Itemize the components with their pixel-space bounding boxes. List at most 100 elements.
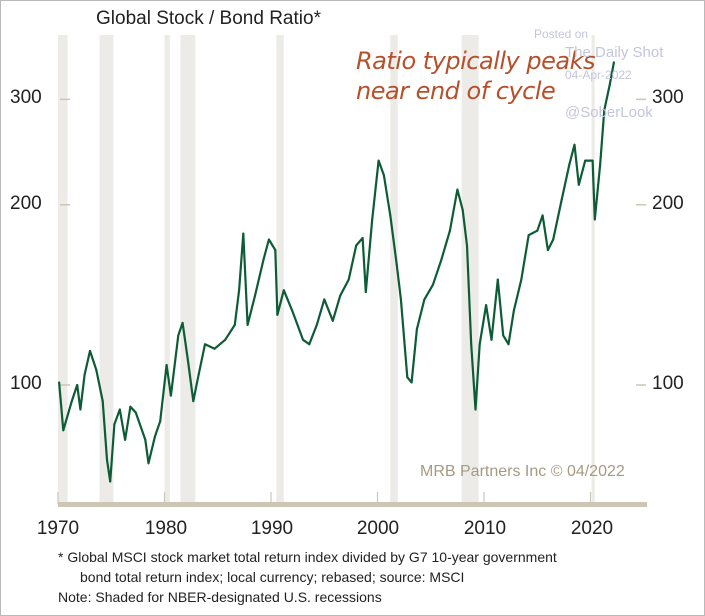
data-point [165, 364, 168, 366]
y-tick-label-left-200: 200 [10, 193, 42, 214]
y-tick-label-left-100: 100 [10, 373, 42, 394]
data-point [371, 218, 374, 221]
data-point [76, 384, 79, 386]
data-point [129, 405, 132, 408]
watermark-posted-on: Posted on [534, 27, 589, 41]
data-point [568, 164, 571, 167]
data-point [536, 229, 539, 232]
x-axis-bar [58, 502, 647, 507]
data-point [461, 209, 464, 211]
recession-band [99, 35, 114, 504]
data-point [95, 368, 98, 371]
watermark-handle: @SoberLook [565, 104, 653, 121]
data-point [546, 249, 549, 252]
data-point [106, 458, 108, 461]
data-point [502, 334, 505, 337]
data-point [177, 334, 180, 337]
data-point [448, 229, 451, 232]
data-point [355, 244, 358, 247]
x-tick-label-2000: 2000 [356, 518, 400, 539]
data-point [591, 159, 594, 162]
watermark-site: The Daily Shot [565, 44, 664, 61]
data-point [242, 232, 245, 235]
data-point [474, 408, 477, 411]
data-point [89, 349, 91, 352]
data-point [144, 438, 147, 441]
footnote-line-3: Note: Shaded for NBER-designated U.S. re… [58, 589, 382, 605]
footnote-line-2: bond total return index; local currency;… [80, 569, 465, 585]
data-point [415, 328, 418, 331]
recession-band [164, 35, 170, 504]
recession-bands [58, 35, 595, 504]
recession-band [180, 35, 196, 504]
data-point [423, 298, 426, 301]
data-point [395, 263, 398, 266]
data-point [410, 381, 413, 384]
data-point [382, 174, 385, 177]
x-tick-label-2010: 2010 [463, 518, 507, 539]
chart-title: Global Stock / Bond Ratio* [96, 8, 321, 29]
data-point [323, 298, 326, 301]
data-point [593, 218, 596, 221]
data-point [456, 188, 459, 191]
data-point [541, 214, 544, 217]
data-point [377, 159, 380, 162]
footnote-line-1: * Global MSCI stock market total return … [58, 549, 557, 565]
data-point [282, 289, 285, 292]
x-tick-label-1990: 1990 [250, 518, 294, 539]
data-point [478, 343, 481, 346]
data-point [507, 343, 510, 346]
x-tick-label-2020: 2020 [570, 518, 614, 539]
data-point [490, 338, 493, 341]
data-point [560, 198, 563, 201]
data-point [466, 244, 468, 247]
data-point [197, 373, 200, 376]
data-point [361, 237, 364, 239]
data-point [399, 298, 402, 301]
data-point [169, 394, 172, 397]
data-point [608, 84, 611, 86]
annotation-line-1: Ratio typically peaks [356, 47, 595, 75]
data-point [520, 278, 523, 281]
data-point [389, 214, 392, 217]
data-point [70, 400, 73, 403]
data-point [496, 278, 499, 281]
y-tick-label-right-100: 100 [652, 373, 684, 394]
data-point [584, 159, 587, 162]
data-point [603, 109, 606, 111]
data-point [159, 420, 162, 423]
data-point [262, 258, 265, 261]
series-line-stock-bond-ratio [58, 62, 615, 483]
y-tick-label-left-300: 300 [10, 87, 42, 108]
data-point [577, 183, 580, 186]
data-point [276, 313, 279, 316]
data-point [274, 249, 277, 252]
data-point [233, 323, 236, 326]
data-point [339, 294, 342, 297]
y-tick-label-right-200: 200 [652, 193, 684, 214]
data-point [599, 164, 602, 167]
data-point [527, 234, 530, 237]
source-credit: MRB Partners Inc © 04/2022 [420, 463, 625, 480]
data-point [573, 143, 576, 146]
data-point [440, 258, 443, 261]
data-point [315, 323, 318, 326]
data-point [101, 400, 104, 403]
x-tick-label-1970: 1970 [36, 518, 80, 539]
axes [57, 98, 647, 507]
data-point [246, 323, 249, 326]
chart-annotation: Ratio typically peaks near end of cycle [356, 46, 595, 106]
watermark-date: 04-Apr-2022 [565, 68, 632, 82]
data-point [470, 343, 473, 346]
recession-band [276, 35, 284, 504]
data-point [267, 238, 270, 241]
data-point [109, 480, 112, 483]
annotation-line-2: near end of cycle [356, 77, 556, 105]
x-tick-label-1980: 1980 [144, 518, 188, 539]
y-tick-label-right-300: 300 [652, 87, 684, 108]
data-point [291, 309, 294, 312]
data-point [431, 283, 434, 286]
data-point [58, 381, 61, 384]
